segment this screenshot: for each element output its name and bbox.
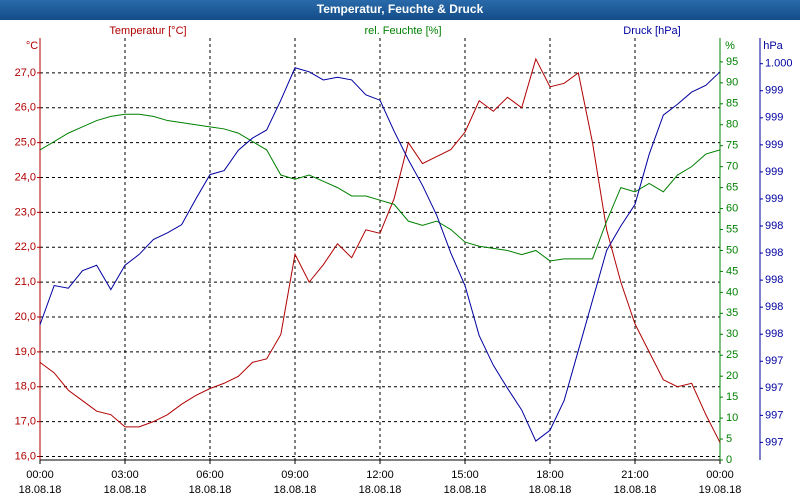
- y3-tick-label: 997: [765, 436, 783, 448]
- y2-tick-label: 30: [726, 328, 738, 340]
- data-line: [39, 57, 721, 443]
- y-tick-label: 25,0: [15, 137, 36, 149]
- y2-tick-label: 70: [726, 161, 738, 173]
- x-tick-label: 03:00: [111, 469, 139, 481]
- y2-tick-label: 45: [726, 265, 738, 277]
- y-tick-label: 19,0: [15, 346, 36, 358]
- data-line: [39, 67, 721, 442]
- y2-tick-label: 90: [726, 77, 738, 89]
- y2-tick-label: 10: [726, 412, 738, 424]
- x-tick-label: 06:00: [196, 469, 224, 481]
- y3-tick-label: 997: [765, 382, 783, 394]
- x-tick-date: 18.08.18: [529, 484, 572, 496]
- y-axis-unit: °C: [26, 40, 38, 52]
- x-tick-label: 15:00: [451, 469, 479, 481]
- y3-tick-label: 998: [765, 301, 783, 313]
- legend-entry: rel. Feuchte [%]: [364, 25, 441, 37]
- y3-tick-label: 998: [765, 328, 783, 340]
- y2-tick-label: 65: [726, 182, 738, 194]
- y2-axis-unit: %: [725, 40, 735, 52]
- x-tick-date: 18.08.18: [614, 484, 657, 496]
- x-tick-date: 18.08.18: [359, 484, 402, 496]
- y3-tick-label: 998: [765, 220, 783, 232]
- y2-tick-label: 80: [726, 119, 738, 131]
- y2-tick-label: 60: [726, 202, 738, 214]
- x-tick-date: 18.08.18: [104, 484, 147, 496]
- x-tick-date: 18.08.18: [19, 484, 62, 496]
- y3-tick-label: 999: [765, 139, 783, 151]
- y3-tick-label: 997: [765, 409, 783, 421]
- y3-axis-unit: hPa: [763, 40, 783, 52]
- y-tick-label: 16,0: [15, 450, 36, 462]
- x-tick-label: 00:00: [706, 469, 734, 481]
- legend-entry: Druck [hPa]: [623, 25, 680, 37]
- chart-title: Temperatur, Feuchte & Druck: [317, 2, 484, 16]
- x-tick-date: 18.08.18: [444, 484, 487, 496]
- x-tick-date: 18.08.18: [189, 484, 232, 496]
- y2-tick-label: 35: [726, 307, 738, 319]
- x-tick-label: 12:00: [366, 469, 394, 481]
- y2-tick-label: 75: [726, 140, 738, 152]
- x-tick-date: 18.08.18: [274, 484, 317, 496]
- y3-tick-label: 999: [765, 85, 783, 97]
- legend-entry: Temperatur [°C]: [109, 25, 186, 37]
- y2-tick-label: 25: [726, 349, 738, 361]
- x-tick-label: 21:00: [621, 469, 649, 481]
- y2-tick-label: 5: [726, 433, 732, 445]
- y3-tick-label: 999: [765, 112, 783, 124]
- y-tick-label: 24,0: [15, 171, 36, 183]
- y-tick-label: 21,0: [15, 276, 36, 288]
- y-tick-label: 23,0: [15, 206, 36, 218]
- y3-tick-label: 999: [765, 166, 783, 178]
- y-tick-label: 18,0: [15, 381, 36, 393]
- y3-tick-label: 1.000: [765, 58, 793, 70]
- y-tick-label: 17,0: [15, 416, 36, 428]
- x-tick-label: 18:00: [536, 469, 564, 481]
- y-tick-label: 22,0: [15, 241, 36, 253]
- y3-tick-label: 999: [765, 193, 783, 205]
- y2-tick-label: 20: [726, 370, 738, 382]
- title-bar: [0, 0, 800, 20]
- x-tick-label: 00:00: [26, 469, 54, 481]
- y-tick-label: 20,0: [15, 311, 36, 323]
- y3-tick-label: 997: [765, 355, 783, 367]
- y2-tick-label: 85: [726, 98, 738, 110]
- y-tick-label: 26,0: [15, 102, 36, 114]
- y-tick-label: 27,0: [15, 67, 36, 79]
- data-line: [39, 113, 721, 262]
- y2-tick-label: 95: [726, 56, 738, 68]
- y3-tick-label: 998: [765, 274, 783, 286]
- y2-tick-label: 50: [726, 244, 738, 256]
- x-tick-label: 09:00: [281, 469, 309, 481]
- y2-tick-label: 15: [726, 391, 738, 403]
- y3-tick-label: 998: [765, 247, 783, 259]
- x-tick-date: 19.08.18: [699, 484, 742, 496]
- y2-tick-label: 55: [726, 223, 738, 235]
- y2-tick-label: 40: [726, 286, 738, 298]
- y2-tick-label: 0: [726, 454, 732, 466]
